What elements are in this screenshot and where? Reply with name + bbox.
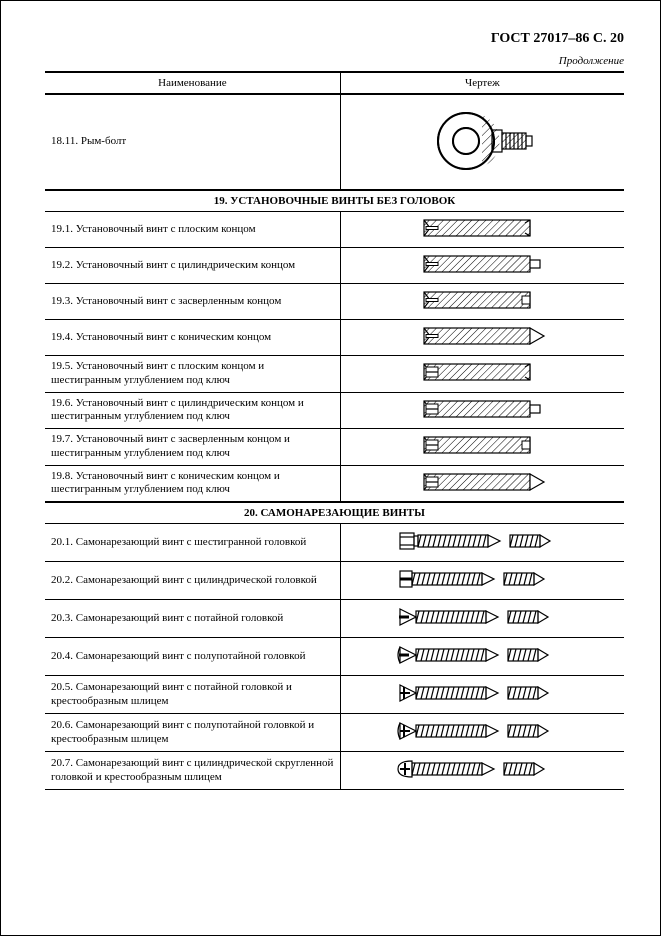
section-heading: 19. УСТАНОВОЧНЫЕ ВИНТЫ БЕЗ ГОЛОВОК	[45, 190, 624, 212]
tapping-screw-icon	[394, 566, 570, 595]
row-label: 20.3. Самонарезающий винт с потайной гол…	[45, 600, 340, 638]
setscrew-icon	[412, 288, 552, 315]
tapping-screw-icon	[394, 528, 570, 557]
row-drawing	[340, 429, 624, 466]
row-label: 19.4. Установочный винт с коническим кон…	[45, 320, 340, 356]
table-row: 19.4. Установочный винт с коническим кон…	[45, 320, 624, 356]
row-label: 20.4. Самонарезающий винт с полупотайной…	[45, 638, 340, 676]
row-drawing	[340, 320, 624, 356]
setscrew-icon	[412, 397, 552, 424]
table-row: 20.6. Самонарезающий винт с полупотайной…	[45, 714, 624, 752]
table-row: 20.3. Самонарезающий винт с потайной гол…	[45, 600, 624, 638]
section-heading: 20. САМОНАРЕЗАЮЩИЕ ВИНТЫ	[45, 502, 624, 524]
tapping-screw-icon	[394, 680, 570, 709]
row-drawing	[340, 714, 624, 752]
row-drawing	[340, 212, 624, 248]
row-label: 19.6. Установочный винт с цилиндрическим…	[45, 392, 340, 429]
table-row: 19.3. Установочный винт с засверленным к…	[45, 284, 624, 320]
section-title: 20. САМОНАРЕЗАЮЩИЕ ВИНТЫ	[45, 502, 624, 524]
row-label: 20.1. Самонарезающий винт с шестигранной…	[45, 524, 340, 562]
setscrew-icon	[412, 216, 552, 243]
table-row: 20.5. Самонарезающий винт с потайной гол…	[45, 676, 624, 714]
setscrew-icon	[412, 470, 552, 497]
tapping-screw-icon	[394, 604, 570, 633]
doc-id: ГОСТ 27017–86 С. 20	[45, 31, 624, 47]
row-label: 20.2. Самонарезающий винт с цилиндрическ…	[45, 562, 340, 600]
continuation-label: Продолжение	[45, 55, 624, 67]
section-title: 19. УСТАНОВОЧНЫЕ ВИНТЫ БЕЗ ГОЛОВОК	[45, 190, 624, 212]
row-label: 18.11. Рым-болт	[45, 94, 340, 190]
row-label: 19.1. Установочный винт с плоским концом	[45, 212, 340, 248]
row-drawing	[340, 248, 624, 284]
tapping-screw-icon	[394, 642, 570, 671]
row-drawing	[340, 600, 624, 638]
row-label: 19.5. Установочный винт с плоским концом…	[45, 356, 340, 393]
setscrew-icon	[412, 433, 552, 460]
fastener-table: Наименование Чертеж 18.11. Рым-болт	[45, 71, 624, 790]
row-drawing	[340, 284, 624, 320]
row-drawing	[340, 676, 624, 714]
row-drawing	[340, 524, 624, 562]
row-drawing	[340, 638, 624, 676]
row-label: 19.8. Установочный винт с коническим кон…	[45, 465, 340, 502]
page: ГОСТ 27017–86 С. 20 Продолжение Наименов…	[0, 0, 661, 936]
row-label: 20.7. Самонарезающий винт с цилиндрическ…	[45, 752, 340, 790]
setscrew-icon	[412, 360, 552, 387]
row-drawing	[340, 465, 624, 502]
col-drawing-header: Чертеж	[340, 72, 624, 94]
row-drawing	[340, 94, 624, 190]
table-row: 19.2. Установочный винт с цилиндрическим…	[45, 248, 624, 284]
table-row: 20.7. Самонарезающий винт с цилиндрическ…	[45, 752, 624, 790]
table-row: 19.6. Установочный винт с цилиндрическим…	[45, 392, 624, 429]
tapping-screw-icon	[394, 756, 570, 785]
table-row: 19.7. Установочный винт с засверленным к…	[45, 429, 624, 466]
row-label: 19.3. Установочный винт с засверленным к…	[45, 284, 340, 320]
col-name-header: Наименование	[45, 72, 340, 94]
row-drawing	[340, 392, 624, 429]
table-row: 19.8. Установочный винт с коническим кон…	[45, 465, 624, 502]
tapping-screw-icon	[394, 718, 570, 747]
eyebolt-icon	[422, 102, 542, 183]
row-label: 19.7. Установочный винт с засверленным к…	[45, 429, 340, 466]
row-label: 20.5. Самонарезающий винт с потайной гол…	[45, 676, 340, 714]
table-row: 20.2. Самонарезающий винт с цилиндрическ…	[45, 562, 624, 600]
table-row: 20.1. Самонарезающий винт с шестигранной…	[45, 524, 624, 562]
table-header-row: Наименование Чертеж	[45, 72, 624, 94]
table-row: 19.1. Установочный винт с плоским концом	[45, 212, 624, 248]
row-drawing	[340, 752, 624, 790]
table-row: 19.5. Установочный винт с плоским концом…	[45, 356, 624, 393]
row-label: 20.6. Самонарезающий винт с полупотайной…	[45, 714, 340, 752]
row-drawing	[340, 356, 624, 393]
row-drawing	[340, 562, 624, 600]
table-row: 20.4. Самонарезающий винт с полупотайной…	[45, 638, 624, 676]
setscrew-icon	[412, 252, 552, 279]
table-row: 18.11. Рым-болт	[45, 94, 624, 190]
setscrew-icon	[412, 324, 552, 351]
row-label: 19.2. Установочный винт с цилиндрическим…	[45, 248, 340, 284]
